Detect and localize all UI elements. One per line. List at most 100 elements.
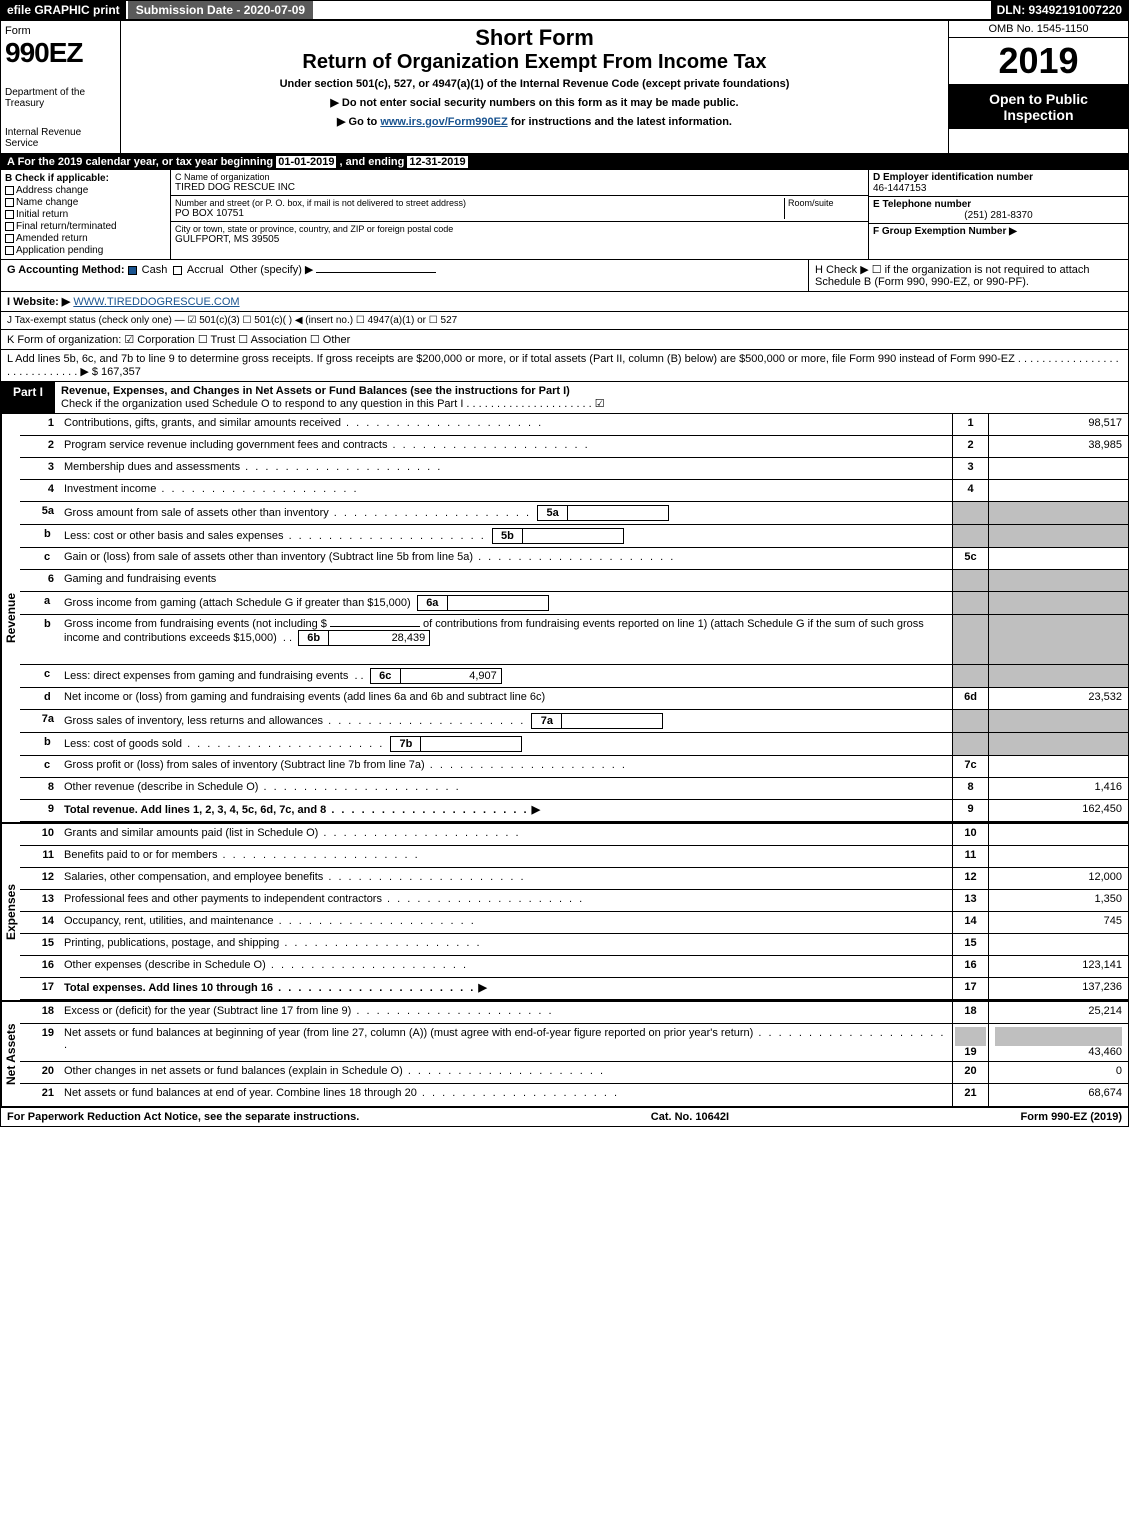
line-7c-desc: Gross profit or (loss) from sales of inv…: [60, 756, 952, 777]
line-5c-val: [988, 548, 1128, 569]
c-name-label: C Name of organization: [175, 172, 864, 182]
line-1-val: 98,517: [988, 414, 1128, 435]
line-6c-val: 4,907: [401, 669, 501, 683]
e-label: E Telephone number: [873, 199, 1124, 210]
line-15-val: [988, 934, 1128, 955]
org-street: PO BOX 10751: [175, 208, 784, 219]
line-6d-val: 23,532: [988, 688, 1128, 709]
section-def: D Employer identification number 46-1447…: [868, 170, 1128, 259]
line-6a-desc: Gross income from gaming (attach Schedul…: [60, 592, 952, 614]
form-word: Form: [5, 25, 116, 37]
line-6b-val: 28,439: [329, 631, 429, 645]
b-label: B Check if applicable:: [5, 173, 166, 184]
line-12-val: 12,000: [988, 868, 1128, 889]
line-11-val: [988, 846, 1128, 867]
line-20-val: 0: [988, 1062, 1128, 1083]
info-block: B Check if applicable: Address change Na…: [1, 170, 1128, 260]
line-21-val: 68,674: [988, 1084, 1128, 1106]
net-assets-section: Net Assets 18Excess or (deficit) for the…: [1, 1000, 1128, 1108]
part-1-title: Revenue, Expenses, and Changes in Net As…: [61, 385, 570, 397]
submission-date: Submission Date - 2020-07-09: [126, 1, 313, 19]
ein-value: 46-1447153: [873, 183, 1124, 194]
d-label: D Employer identification number: [873, 172, 1124, 183]
line-7a-desc: Gross sales of inventory, less returns a…: [60, 710, 952, 732]
line-6b-desc: Gross income from fundraising events (no…: [60, 615, 952, 664]
c-street-label: Number and street (or P. O. box, if mail…: [175, 198, 784, 208]
line-16-val: 123,141: [988, 956, 1128, 977]
chk-amended-return[interactable]: Amended return: [5, 233, 166, 244]
begin-date: 01-01-2019: [276, 156, 336, 168]
line-7b-val: [421, 737, 521, 751]
c-city-label: City or town, state or province, country…: [175, 224, 864, 234]
line-9-desc: Total revenue. Add lines 1, 2, 3, 4, 5c,…: [60, 800, 952, 821]
irs-label: Internal Revenue Service: [5, 127, 116, 149]
chk-accrual[interactable]: [173, 266, 182, 275]
line-5b-desc: Less: cost or other basis and sales expe…: [60, 525, 952, 547]
page-footer: For Paperwork Reduction Act Notice, see …: [1, 1108, 1128, 1126]
line-14-desc: Occupancy, rent, utilities, and maintena…: [60, 912, 952, 933]
line-k-form-org: K Form of organization: ☑ Corporation ☐ …: [1, 330, 1128, 350]
title-column: Short Form Return of Organization Exempt…: [121, 21, 948, 153]
line-5a-val: [568, 506, 668, 520]
part-1-check-o: Check if the organization used Schedule …: [61, 398, 605, 410]
short-form-title: Short Form: [129, 25, 940, 51]
line-3-val: [988, 458, 1128, 479]
line-a-tax-year: A For the 2019 calendar year, or tax yea…: [1, 154, 1128, 170]
line-16-desc: Other expenses (describe in Schedule O): [60, 956, 952, 977]
chk-address-change[interactable]: Address change: [5, 185, 166, 196]
part-1-tab: Part I: [1, 382, 55, 413]
line-j-tax-exempt: J Tax-exempt status (check only one) — ☑…: [1, 312, 1128, 330]
line-7c-val: [988, 756, 1128, 777]
website-link[interactable]: WWW.TIREDDOGRESCUE.COM: [73, 296, 239, 308]
line-21-desc: Net assets or fund balances at end of ye…: [60, 1084, 952, 1106]
h-check: H Check ▶ ☐ if the organization is not r…: [808, 260, 1128, 291]
line-13-desc: Professional fees and other payments to …: [60, 890, 952, 911]
chk-initial-return[interactable]: Initial return: [5, 209, 166, 220]
expenses-section: Expenses 10Grants and similar amounts pa…: [1, 822, 1128, 1000]
line-6d-desc: Net income or (loss) from gaming and fun…: [60, 688, 952, 709]
section-c: C Name of organization TIRED DOG RESCUE …: [171, 170, 868, 259]
line-15-desc: Printing, publications, postage, and shi…: [60, 934, 952, 955]
form-number: 990EZ: [5, 37, 116, 69]
chk-application-pending[interactable]: Application pending: [5, 245, 166, 256]
section-b-checkboxes: B Check if applicable: Address change Na…: [1, 170, 171, 259]
line-5a-desc: Gross amount from sale of assets other t…: [60, 502, 952, 524]
dln-label: DLN: 93492191007220: [991, 1, 1128, 19]
line-6b-blank[interactable]: [330, 626, 420, 627]
net-assets-side-label: Net Assets: [1, 1002, 20, 1106]
chk-final-return[interactable]: Final return/terminated: [5, 221, 166, 232]
line-14-val: 745: [988, 912, 1128, 933]
line-18-val: 25,214: [988, 1002, 1128, 1023]
top-bar: efile GRAPHIC print Submission Date - 20…: [1, 1, 1128, 21]
department-label: Department of the Treasury: [5, 87, 116, 109]
form-id-column: Form 990EZ Department of the Treasury In…: [1, 21, 121, 153]
line-2-desc: Program service revenue including govern…: [60, 436, 952, 457]
omb-number: OMB No. 1545-1150: [949, 21, 1128, 38]
line-11-desc: Benefits paid to or for members: [60, 846, 952, 867]
open-to-public: Open to Public Inspection: [949, 85, 1128, 129]
part-1-header: Part I Revenue, Expenses, and Changes in…: [1, 382, 1128, 414]
other-specify-input[interactable]: [316, 272, 436, 273]
chk-cash[interactable]: [128, 266, 137, 275]
line-7b-desc: Less: cost of goods sold 7b: [60, 733, 952, 755]
chk-name-change[interactable]: Name change: [5, 197, 166, 208]
line-5c-desc: Gain or (loss) from sale of assets other…: [60, 548, 952, 569]
revenue-section: Revenue 1Contributions, gifts, grants, a…: [1, 414, 1128, 822]
revenue-side-label: Revenue: [1, 414, 20, 822]
line-19-val: 43,460: [995, 1046, 1122, 1058]
org-city: GULFPORT, MS 39505: [175, 234, 864, 245]
efile-print-label[interactable]: efile GRAPHIC print: [1, 1, 126, 19]
line-i-website: I Website: ▶ WWW.TIREDDOGRESCUE.COM: [1, 292, 1128, 312]
org-name: TIRED DOG RESCUE INC: [175, 182, 864, 193]
line-19-desc: Net assets or fund balances at beginning…: [60, 1024, 952, 1061]
form-page: efile GRAPHIC print Submission Date - 20…: [0, 0, 1129, 1127]
line-6c-desc: Less: direct expenses from gaming and fu…: [60, 665, 952, 687]
line-6-desc: Gaming and fundraising events: [60, 570, 952, 591]
line-4-val: [988, 480, 1128, 501]
cat-no: Cat. No. 10642I: [651, 1111, 729, 1123]
line-20-desc: Other changes in net assets or fund bala…: [60, 1062, 952, 1083]
line-10-desc: Grants and similar amounts paid (list in…: [60, 824, 952, 845]
line-3-desc: Membership dues and assessments: [60, 458, 952, 479]
line-7a-val: [562, 714, 662, 728]
irs-link[interactable]: www.irs.gov/Form990EZ: [380, 116, 507, 128]
